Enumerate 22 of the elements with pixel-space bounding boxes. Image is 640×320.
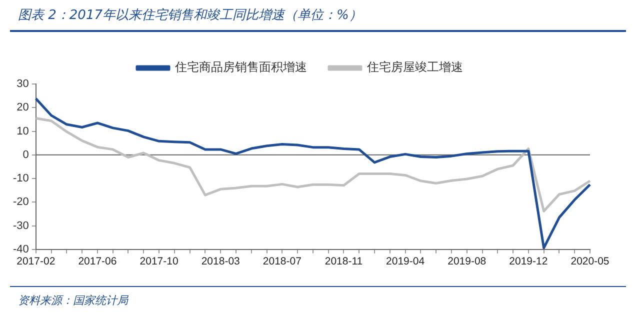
y-tick-label: -30 xyxy=(12,220,29,232)
x-tick-label: 2019-12 xyxy=(509,256,548,268)
y-tick-label: 20 xyxy=(16,102,29,114)
y-tick-label: 0 xyxy=(22,148,29,161)
x-tick-label: 2018-07 xyxy=(262,256,302,268)
x-tick-label: 2019-08 xyxy=(448,256,486,268)
x-tick-label: 2019-04 xyxy=(386,256,425,268)
y-tick-label: 10 xyxy=(16,125,29,138)
y-tick-label: 30 xyxy=(16,78,29,90)
x-tick-label: 2020-05 xyxy=(570,256,610,268)
x-tick-label: 2017-10 xyxy=(140,256,178,268)
x-tick-label: 2017-06 xyxy=(78,256,117,268)
y-tick-label: -10 xyxy=(12,172,29,185)
x-tick-label: 2018-03 xyxy=(201,256,240,268)
legend-label: 住宅房屋竣工增速 xyxy=(366,60,463,74)
y-tick-label: -20 xyxy=(12,196,29,208)
chart-title: 图表 2：2017年以来住宅销售和竣工同比增速（单位：%） xyxy=(18,7,362,24)
y-tick-label: -40 xyxy=(12,243,29,256)
x-tick-label: 2017-02 xyxy=(16,256,56,268)
x-tick-label: 2018-11 xyxy=(324,256,363,268)
legend-label: 住宅商品房销售面积增速 xyxy=(174,60,307,74)
text: 资料来源：国家统计局 xyxy=(18,293,128,308)
